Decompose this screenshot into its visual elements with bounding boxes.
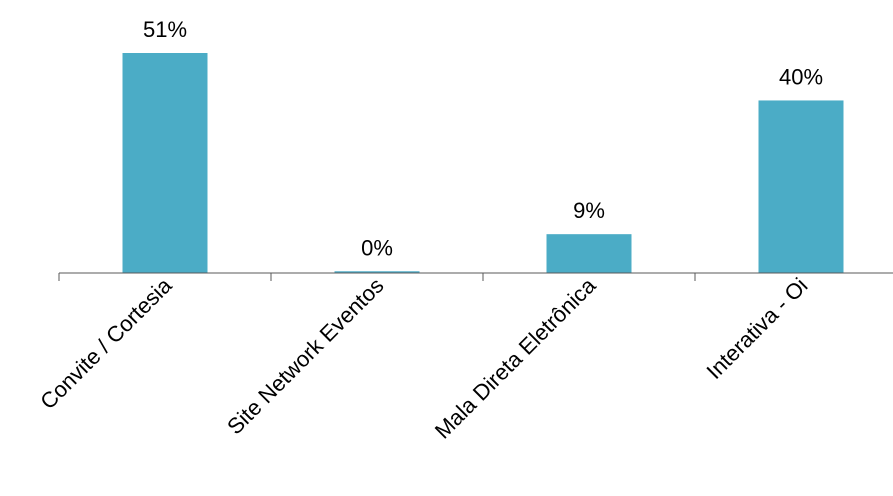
x-tick-labels: Convite / Cortesia Site Network Eventos Ma… [35, 272, 812, 443]
data-labels: 51% 0% 9% 40% [143, 17, 823, 260]
x-tick-label-1: Convite / Cortesia [35, 272, 177, 414]
bar-1 [122, 53, 208, 273]
x-tick-label-4: Interativa - Oi [701, 273, 812, 384]
data-label-2: 0% [361, 235, 393, 260]
bars-layer [122, 53, 844, 273]
bar-4 [758, 100, 844, 273]
x-tick-label-2: Site Network Eventos [222, 273, 388, 439]
data-label-1: 51% [143, 17, 187, 42]
x-tick-label-3: Mala Direta Eletrônica [430, 272, 601, 443]
bar-2 [334, 271, 420, 273]
data-label-4: 40% [779, 64, 823, 89]
x-axis [58, 272, 893, 281]
data-label-3: 9% [573, 198, 605, 223]
bar-3 [546, 234, 632, 273]
